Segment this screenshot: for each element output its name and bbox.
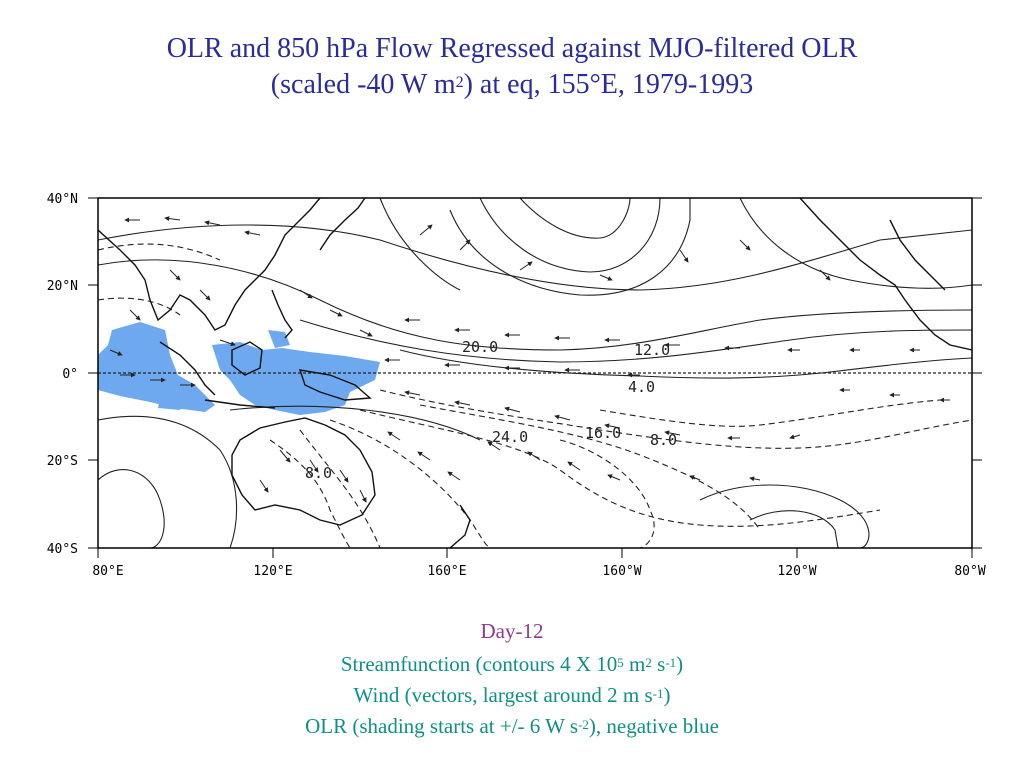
olr-negative-shading — [98, 322, 380, 415]
figure-title-line2: (scaled -40 W m2) at eq, 155°E, 1979-199… — [270, 69, 754, 100]
contour-label: 8.0 — [650, 431, 677, 449]
coast-new-guinea — [298, 369, 372, 401]
olr-shade-small — [158, 398, 185, 410]
lat-labels: 40°N 20°N 0° 20°S 40°S — [47, 192, 78, 557]
coast-india-asia — [98, 198, 321, 331]
contour-label: 16.0 — [585, 424, 621, 442]
lat-label: 40°N — [47, 192, 78, 207]
olr-shade-indian-ocean — [98, 322, 215, 412]
lon-label: 120°W — [777, 564, 816, 579]
lon-label: 120°E — [253, 564, 292, 579]
caption-streamfunction: Streamfunction (contours 4 X 105 m2 s-1) — [340, 652, 684, 676]
wind-vectors — [109, 216, 950, 503]
coast-sumatra — [159, 341, 216, 396]
lat-label: 0° — [62, 367, 78, 382]
dashed-contours — [98, 243, 972, 548]
coast-philippines — [271, 289, 293, 339]
contour-label: 24.0 — [492, 428, 528, 446]
figure-title-line1: OLR and 850 hPa Flow Regressed against M… — [166, 33, 858, 64]
lat-label: 40°S — [47, 542, 78, 557]
caption-wind: Wind (vectors, largest around 2 m s-1) — [353, 683, 671, 707]
caption-olr: OLR (shading starts at +/- 6 W s-2), neg… — [305, 714, 719, 738]
contour-label: 8.0 — [305, 464, 332, 482]
coast-nz — [449, 504, 471, 548]
coastlines — [98, 198, 972, 548]
regression-map: 20.0 12.0 4.0 24.0 8.0 16.0 8.0 40°N 20°… — [47, 192, 986, 579]
coast-borneo — [231, 341, 263, 376]
lon-labels: 80°E 120°E 160°E 160°W 120°W 80°W — [92, 564, 985, 579]
coast-americas — [799, 198, 972, 351]
coast-mexico — [889, 219, 946, 291]
contour-label: 20.0 — [462, 338, 498, 356]
lon-label: 160°E — [427, 564, 466, 579]
lon-label: 80°E — [92, 564, 123, 579]
lon-label: 160°W — [602, 564, 641, 579]
streamfunction-contours — [98, 198, 972, 548]
lat-label: 20°N — [47, 279, 78, 294]
contour-label: 12.0 — [634, 341, 670, 359]
lat-label: 20°S — [47, 454, 78, 469]
day-label: Day-12 — [480, 619, 544, 643]
lon-label: 80°W — [954, 564, 985, 579]
coast-java — [204, 399, 276, 409]
coast-japan — [319, 198, 366, 251]
olr-shade-coast — [268, 330, 290, 348]
coast-australia — [231, 417, 376, 526]
olr-shade-maritime — [212, 342, 380, 415]
contour-label: 4.0 — [628, 378, 655, 396]
axis-ticks — [88, 197, 982, 558]
contour-labels: 20.0 12.0 4.0 24.0 8.0 16.0 8.0 — [305, 338, 677, 482]
